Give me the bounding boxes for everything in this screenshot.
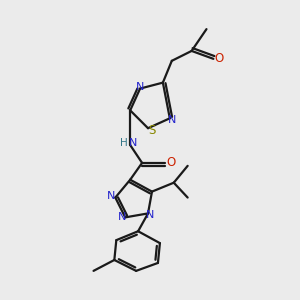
Text: O: O [215, 52, 224, 65]
Text: N: N [107, 190, 116, 201]
Text: N: N [146, 210, 154, 220]
Text: N: N [168, 115, 176, 125]
Text: N: N [118, 212, 126, 222]
Text: O: O [166, 156, 176, 170]
Text: H: H [120, 138, 128, 148]
Text: N: N [136, 82, 144, 92]
Text: S: S [148, 124, 156, 137]
Text: N: N [129, 138, 137, 148]
